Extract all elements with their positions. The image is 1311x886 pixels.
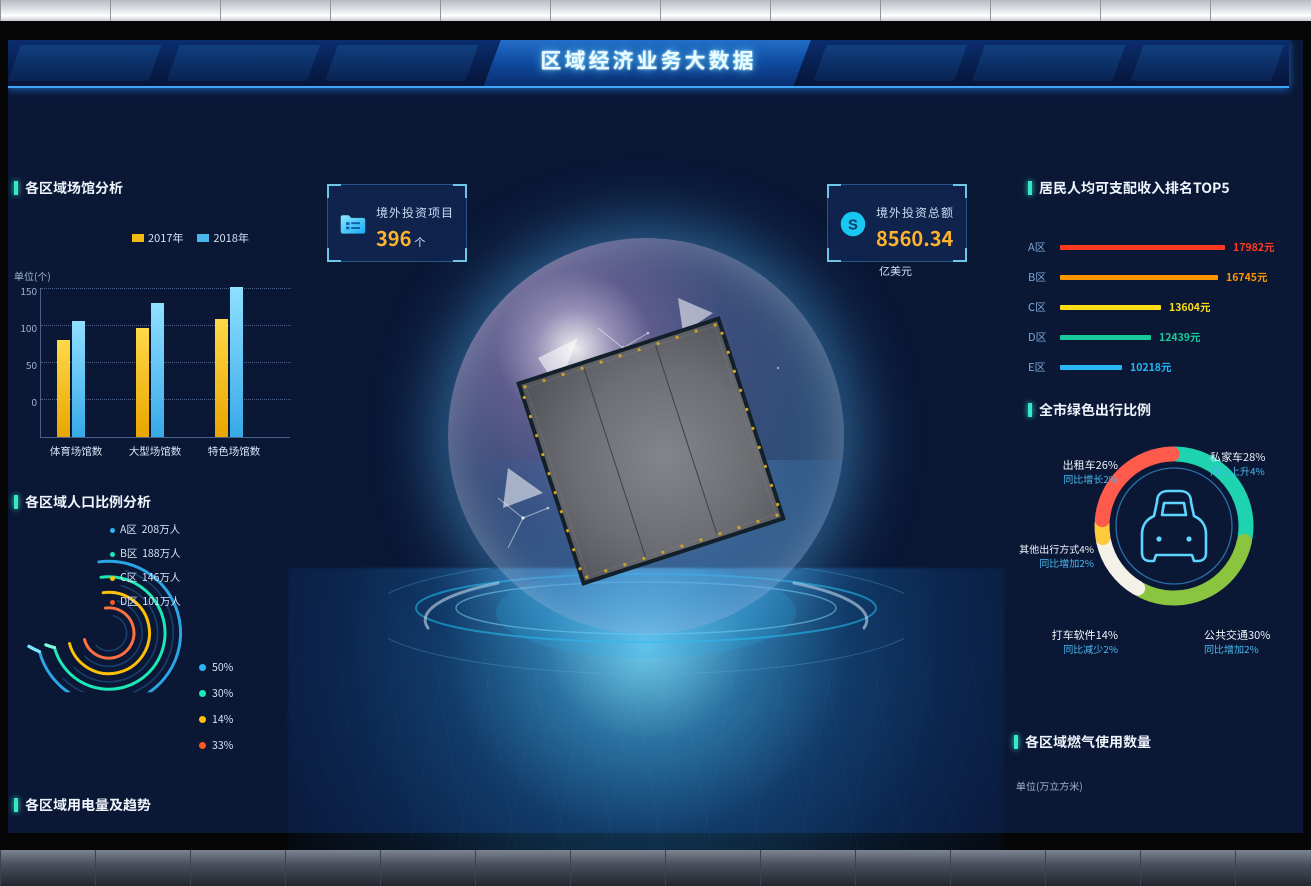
svg-text:S: S: [848, 217, 858, 233]
